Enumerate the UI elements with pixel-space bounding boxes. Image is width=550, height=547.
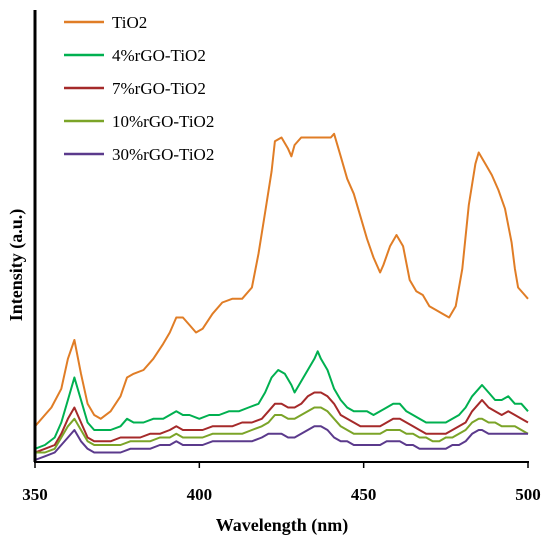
x-axis-title: Wavelength (nm) xyxy=(216,515,349,536)
x-tick-label-0: 350 xyxy=(22,485,48,504)
legend-label-2: 7%rGO-TiO2 xyxy=(112,79,206,98)
series-line-4 xyxy=(34,425,528,461)
series-lines xyxy=(34,132,529,461)
series-line-1 xyxy=(34,350,529,450)
x-ticks xyxy=(34,462,529,468)
x-tick-label-3: 500 xyxy=(515,485,541,504)
x-tick-labels: 350 400 450 500 xyxy=(22,485,541,504)
legend-label-1: 4%rGO-TiO2 xyxy=(112,46,206,65)
legend-label-3: 10%rGO-TiO2 xyxy=(112,112,214,131)
x-tick-label-1: 400 xyxy=(187,485,213,504)
x-tick-label-2: 450 xyxy=(351,485,377,504)
legend-label-0: TiO2 xyxy=(112,13,147,32)
series-line-2 xyxy=(34,391,529,454)
series-line-3 xyxy=(35,406,529,454)
legend-label-4: 30%rGO-TiO2 xyxy=(112,145,214,164)
series-line-0 xyxy=(34,132,529,427)
legend: TiO2 4%rGO-TiO2 7%rGO-TiO2 10%rGO-TiO2 30%rG… xyxy=(64,13,214,164)
y-axis-title: Intensity (a.u.) xyxy=(6,209,27,322)
